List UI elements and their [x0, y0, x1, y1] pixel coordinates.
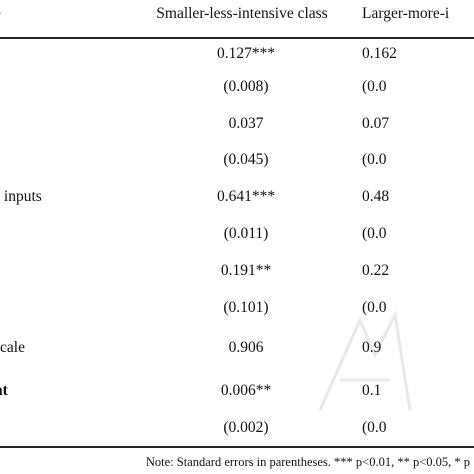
row-value-larger: (0.0 — [362, 151, 387, 168]
row-value-larger: 0.162 — [362, 45, 397, 62]
table-row: (0.045) (0.0 — [0, 145, 474, 175]
row-value-larger: (0.0 — [362, 299, 387, 316]
header-smaller-class: Smaller-less-intensive class — [156, 5, 328, 22]
table-row: r 0.037 0.07 — [0, 109, 474, 139]
header-larger-class: Larger-more-i — [362, 5, 450, 22]
row-value-larger: (0.0 — [362, 225, 387, 242]
row-value-smaller: 0.191** — [220, 262, 272, 279]
row-value-smaller: 0.127*** — [216, 45, 276, 62]
row-label: scale — [0, 339, 25, 356]
table-note: Note: Standard errors in parentheses. **… — [145, 455, 470, 469]
table-row: 0.127*** 0.162 — [0, 39, 474, 69]
table-row: s inputs 0.641*** 0.48 — [0, 182, 474, 212]
table-row: 0.191** 0.22 — [0, 256, 474, 286]
row-value-larger: 0.48 — [362, 188, 390, 205]
table-row: (0.011) (0.0 — [0, 219, 474, 249]
row-value-smaller: 0.037 — [228, 115, 264, 132]
header-rule — [0, 37, 474, 39]
row-value-larger: 0.1 — [362, 382, 382, 399]
row-value-smaller: (0.101) — [223, 299, 269, 316]
row-value-smaller: (0.008) — [223, 78, 269, 95]
table-header: e Smaller-less-intensive class Larger-mo… — [0, 0, 474, 38]
row-value-smaller: 0.906 — [228, 339, 264, 356]
table-row: (0.101) (0.0 — [0, 293, 474, 323]
row-value-smaller: (0.011) — [223, 225, 269, 242]
table-row: nt 0.006** 0.1 — [0, 376, 474, 406]
bottom-rule — [0, 446, 474, 448]
row-value-smaller: (0.002) — [223, 419, 269, 436]
table-row: (0.008) (0.0 — [0, 72, 474, 102]
row-value-smaller: 0.641*** — [216, 188, 276, 205]
row-value-larger: 0.22 — [362, 262, 390, 279]
row-value-larger: 0.07 — [362, 115, 390, 132]
row-value-larger: 0.9 — [362, 339, 382, 356]
row-value-smaller: (0.045) — [223, 151, 269, 168]
row-value-smaller: 0.006** — [220, 382, 272, 399]
table-row: scale 0.906 0.9 — [0, 333, 474, 363]
row-label: nt — [0, 382, 8, 399]
table-row: (0.002) (0.0 — [0, 413, 474, 443]
header-variable-label: e — [0, 0, 1, 28]
row-value-larger: (0.0 — [362, 78, 387, 95]
row-label: s inputs — [0, 188, 42, 205]
row-value-larger: (0.0 — [362, 419, 387, 436]
